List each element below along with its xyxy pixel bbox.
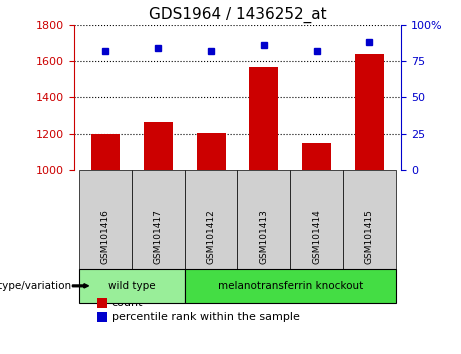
Text: GSM101413: GSM101413 <box>259 209 268 264</box>
Bar <box>91 133 120 170</box>
Text: genotype/variation: genotype/variation <box>0 281 71 291</box>
Text: melanotransferrin knockout: melanotransferrin knockout <box>218 281 363 291</box>
Title: GDS1964 / 1436252_at: GDS1964 / 1436252_at <box>148 7 326 23</box>
Text: wild type: wild type <box>108 281 156 291</box>
Bar <box>355 54 384 170</box>
Text: GSM101415: GSM101415 <box>365 209 374 264</box>
Text: percentile rank within the sample: percentile rank within the sample <box>112 312 300 322</box>
Text: count: count <box>112 298 143 308</box>
Text: GSM101414: GSM101414 <box>312 209 321 264</box>
Text: GSM101417: GSM101417 <box>154 209 163 264</box>
Bar <box>196 133 225 170</box>
Bar <box>302 143 331 170</box>
Bar <box>249 67 278 170</box>
Bar <box>144 122 173 170</box>
Text: GSM101412: GSM101412 <box>207 209 216 264</box>
Text: GSM101416: GSM101416 <box>101 209 110 264</box>
